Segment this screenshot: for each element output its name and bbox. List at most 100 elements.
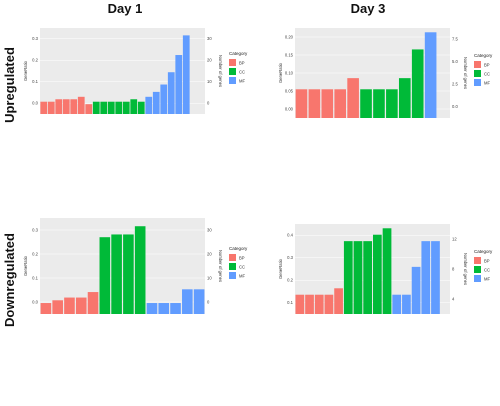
bar-cc: [111, 234, 122, 314]
bar-mf: [411, 266, 421, 314]
bar-cc: [100, 101, 108, 114]
bar-mf: [158, 303, 170, 314]
legend-swatch-mf: [474, 275, 481, 282]
y2-tick-label: 5.0: [452, 59, 458, 64]
y2-tick-label: 0: [207, 299, 210, 304]
bar-bp: [295, 294, 305, 314]
bar-bp: [55, 99, 63, 114]
chart-panel-day1-downregulated: 0.0 0.1 0.2 0.3 0 10 20 30 GeneRatio Number of ge…: [23, 218, 248, 314]
bar-bp: [314, 294, 324, 314]
bar-cc: [107, 101, 115, 114]
legend-swatch-mf: [474, 79, 481, 86]
bar-cc: [373, 89, 385, 118]
y-tick-label: 0.1: [32, 79, 38, 84]
y2-tick-label: 8: [452, 266, 455, 271]
legend-swatch-cc: [229, 68, 236, 75]
bar-bp: [40, 303, 52, 314]
y-tick-label: 0.00: [285, 106, 294, 111]
y-tick-label: 0.0: [32, 101, 38, 106]
bar-mf: [182, 289, 193, 314]
y-axis-label: GeneRatio: [23, 255, 28, 276]
bar-cc: [130, 99, 138, 114]
legend-label-bp: BP: [239, 256, 245, 261]
bar-bp: [308, 89, 321, 118]
bar-cc: [137, 101, 145, 114]
legend-label-cc: CC: [239, 265, 245, 270]
bar-bp: [85, 104, 93, 114]
y2-tick-label: 0.0: [452, 104, 458, 109]
bar-mf: [160, 84, 168, 114]
bar-mf: [182, 35, 190, 114]
bar-cc: [115, 101, 123, 114]
y-tick-label: 0.2: [32, 251, 38, 256]
bar-cc: [360, 89, 372, 118]
y-axis-label: GeneRatio: [23, 60, 28, 81]
bar-mf: [170, 303, 181, 314]
bar-bp: [40, 101, 48, 114]
bar-mf: [167, 72, 175, 114]
y2-tick-label: 20: [207, 251, 212, 256]
y2-tick-label: 10: [207, 275, 212, 280]
y2-tick-label: 0: [207, 101, 210, 106]
legend-title: Category: [229, 246, 248, 251]
legend-swatch-bp: [229, 254, 236, 261]
bar-cc: [123, 234, 134, 314]
legend-label-cc: CC: [484, 268, 490, 273]
column-title-day3: Day 3: [351, 1, 386, 16]
bar-cc: [134, 226, 146, 314]
legend-label-mf: MF: [484, 81, 490, 86]
y-tick-label: 0.2: [287, 278, 293, 283]
legend-title: Category: [474, 249, 493, 254]
y-tick-label: 0.0: [32, 299, 38, 304]
legend-swatch-bp: [474, 61, 481, 68]
bar-bp: [77, 96, 85, 114]
bar-bp: [334, 288, 343, 314]
y-tick-label: 0.20: [285, 34, 294, 39]
bar-mf: [421, 241, 431, 314]
bar-cc: [122, 101, 130, 114]
legend-label-bp: BP: [239, 61, 245, 66]
legend-label-cc: CC: [239, 70, 245, 75]
y2-tick-label: 30: [207, 36, 212, 41]
y-tick-label: 0.15: [285, 52, 294, 57]
y-tick-label: 0.1: [287, 300, 293, 305]
legend-swatch-cc: [474, 266, 481, 273]
legend-swatch-mf: [229, 272, 236, 279]
row-title-upregulated: Upregulated: [2, 47, 17, 123]
legend-title: Category: [474, 53, 493, 58]
legend-label-bp: BP: [484, 259, 490, 264]
bar-bp: [87, 292, 99, 314]
y-tick-label: 0.10: [285, 70, 294, 75]
y-tick-label: 0.05: [285, 88, 294, 93]
legend-label-mf: MF: [484, 277, 490, 282]
bar-mf: [193, 289, 205, 314]
y-axis-label: GeneRatio: [278, 258, 283, 279]
bar-mf: [146, 303, 158, 314]
chart-panel-day3-upregulated: 0.00 0.05 0.10 0.15 0.20 0.0 2.5 5.0 7.5 GeneRati…: [278, 28, 493, 118]
bar-bp: [47, 101, 55, 114]
legend-label-bp: BP: [484, 63, 490, 68]
legend-label-mf: MF: [239, 79, 245, 84]
bar-cc: [343, 241, 353, 314]
y-tick-label: 0.3: [287, 255, 293, 260]
y2-axis-label: Number of genes: [463, 57, 468, 89]
legend-swatch-bp: [229, 59, 236, 66]
row-title-downregulated: Downregulated: [2, 233, 17, 327]
bar-mf: [431, 241, 440, 314]
bar-bp: [321, 89, 334, 118]
bar-bp: [70, 99, 78, 114]
bar-cc: [372, 234, 382, 314]
y2-tick-label: 30: [207, 227, 212, 232]
legend-label-cc: CC: [484, 72, 490, 77]
bar-cc: [92, 101, 100, 114]
bar-mf: [424, 32, 437, 118]
legend-title: Category: [229, 51, 248, 56]
legend-swatch-cc: [229, 263, 236, 270]
bar-mf: [392, 294, 402, 314]
y-axis-label: GeneRatio: [278, 62, 283, 83]
chart-panel-day3-downregulated: 0.1 0.2 0.3 0.4 4 8 12 GeneRatio Number of genes…: [278, 224, 493, 314]
bar-bp: [75, 297, 87, 314]
y2-tick-label: 20: [207, 58, 212, 63]
y-tick-label: 0.3: [32, 36, 38, 41]
